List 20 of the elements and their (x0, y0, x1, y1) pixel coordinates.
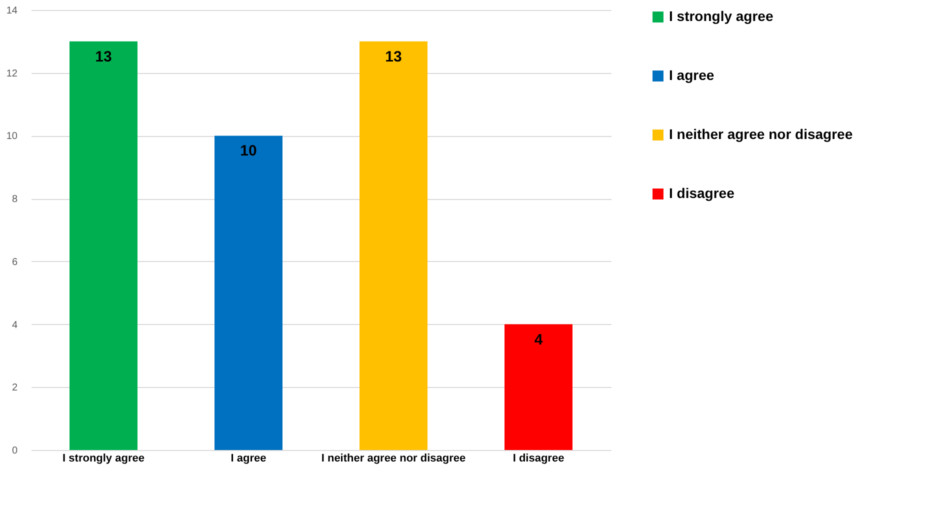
y-tick-label: 2 (12, 382, 18, 394)
y-tick-label: 14 (6, 6, 18, 16)
y-tick-label: 10 (6, 131, 18, 142)
data-label: 4 (534, 331, 544, 348)
x-tick-label: I disagree (512, 452, 564, 464)
x-tick-label: I strongly agree (62, 452, 144, 464)
data-label: 13 (385, 48, 402, 66)
legend-label: I neither agree nor disagree (669, 126, 853, 142)
legend-label: I agree (669, 67, 714, 83)
y-tick-label: 8 (12, 194, 18, 206)
x-tick-label: I agree (230, 452, 266, 464)
data-label: 10 (240, 142, 257, 160)
legend-label: I strongly agree (669, 8, 774, 24)
data-label: 13 (95, 48, 112, 66)
y-tick-label: 0 (12, 446, 18, 456)
y-tick-label: 12 (6, 68, 18, 80)
legend-label: I disagree (669, 185, 735, 201)
y-tick-label: 6 (12, 256, 18, 268)
y-tick-label: 4 (12, 320, 18, 331)
x-tick-label: I neither agree nor disagree (321, 452, 466, 464)
